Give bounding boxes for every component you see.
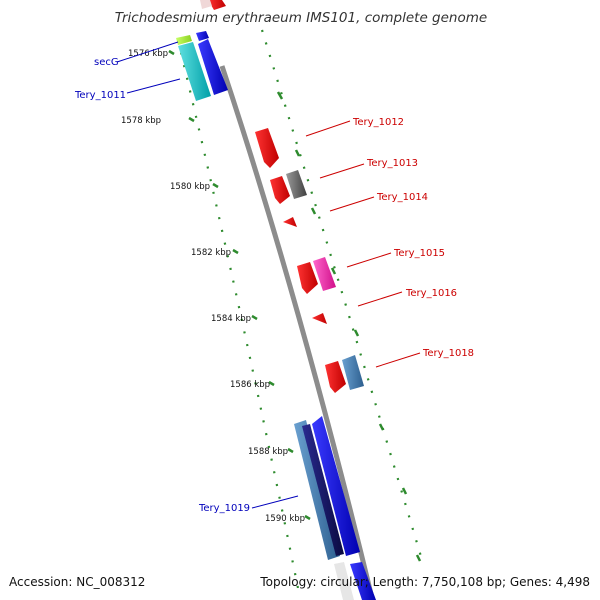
tick-label: 1588 kbp — [248, 447, 288, 457]
gene-arrow-tery1016[interactable] — [312, 313, 327, 324]
gene-arrow-secG[interactable] — [176, 35, 192, 45]
accession-text: Accession: NC_008312 — [9, 575, 145, 589]
gene-arrow[interactable] — [196, 31, 209, 41]
tick-label: 1584 kbp — [211, 314, 251, 324]
tick-label: 1580 kbp — [170, 182, 210, 192]
gene-arrow-tery1011[interactable] — [178, 42, 211, 101]
outer-ruler — [260, 29, 424, 561]
gene-arrow[interactable] — [302, 424, 344, 556]
gene-label-tery1014[interactable]: Tery_1014 — [376, 192, 428, 203]
gene-arrow[interactable] — [198, 39, 228, 95]
gene-label-tery1015[interactable]: Tery_1015 — [393, 248, 445, 259]
gene-label-tery1019[interactable]: Tery_1019 — [198, 503, 250, 514]
tick-label: 1590 kbp — [265, 514, 305, 524]
gene-label-tery1018[interactable]: Tery_1018 — [422, 348, 474, 359]
tick-marks — [168, 49, 422, 562]
gene-arrow[interactable] — [342, 355, 364, 390]
gene-arrow[interactable] — [200, 0, 212, 9]
gene-arrow[interactable] — [334, 562, 354, 600]
gene-arrow[interactable] — [312, 416, 360, 556]
gene-arrow[interactable] — [350, 562, 376, 600]
gene-label-tery1012[interactable]: Tery_1012 — [352, 117, 404, 128]
leader-lines — [116, 41, 421, 509]
genome-title: Trichodesmium erythraeum IMS101, complet… — [115, 10, 487, 26]
gene-arrow-tery1015[interactable] — [297, 262, 318, 294]
gene-arrow-tery1014[interactable] — [283, 217, 297, 227]
tick-label: 1582 kbp — [191, 248, 231, 258]
tick-label: 1586 kbp — [230, 380, 270, 390]
gene-arrow[interactable] — [313, 257, 336, 291]
tick-label: 1576 kbp — [128, 49, 168, 59]
gene-arrow-tery1012[interactable] — [255, 128, 279, 168]
gene-arrow-tery1013[interactable] — [270, 176, 290, 204]
genome-summary-text: Topology: circular; Length: 7,750,108 bp… — [259, 575, 590, 589]
gene-label-tery1016[interactable]: Tery_1016 — [405, 288, 457, 299]
tick-label: 1578 kbp — [121, 116, 161, 126]
gene-label-tery1013[interactable]: Tery_1013 — [366, 158, 418, 169]
backbone-arc — [219, 65, 375, 599]
gene-arrow-tery1018[interactable] — [325, 361, 346, 393]
gene-arrow[interactable] — [208, 0, 226, 10]
gene-arrow[interactable] — [286, 170, 307, 199]
gene-label-tery1011[interactable]: Tery_1011 — [74, 90, 126, 101]
gene-label-secG[interactable]: secG — [94, 57, 119, 68]
